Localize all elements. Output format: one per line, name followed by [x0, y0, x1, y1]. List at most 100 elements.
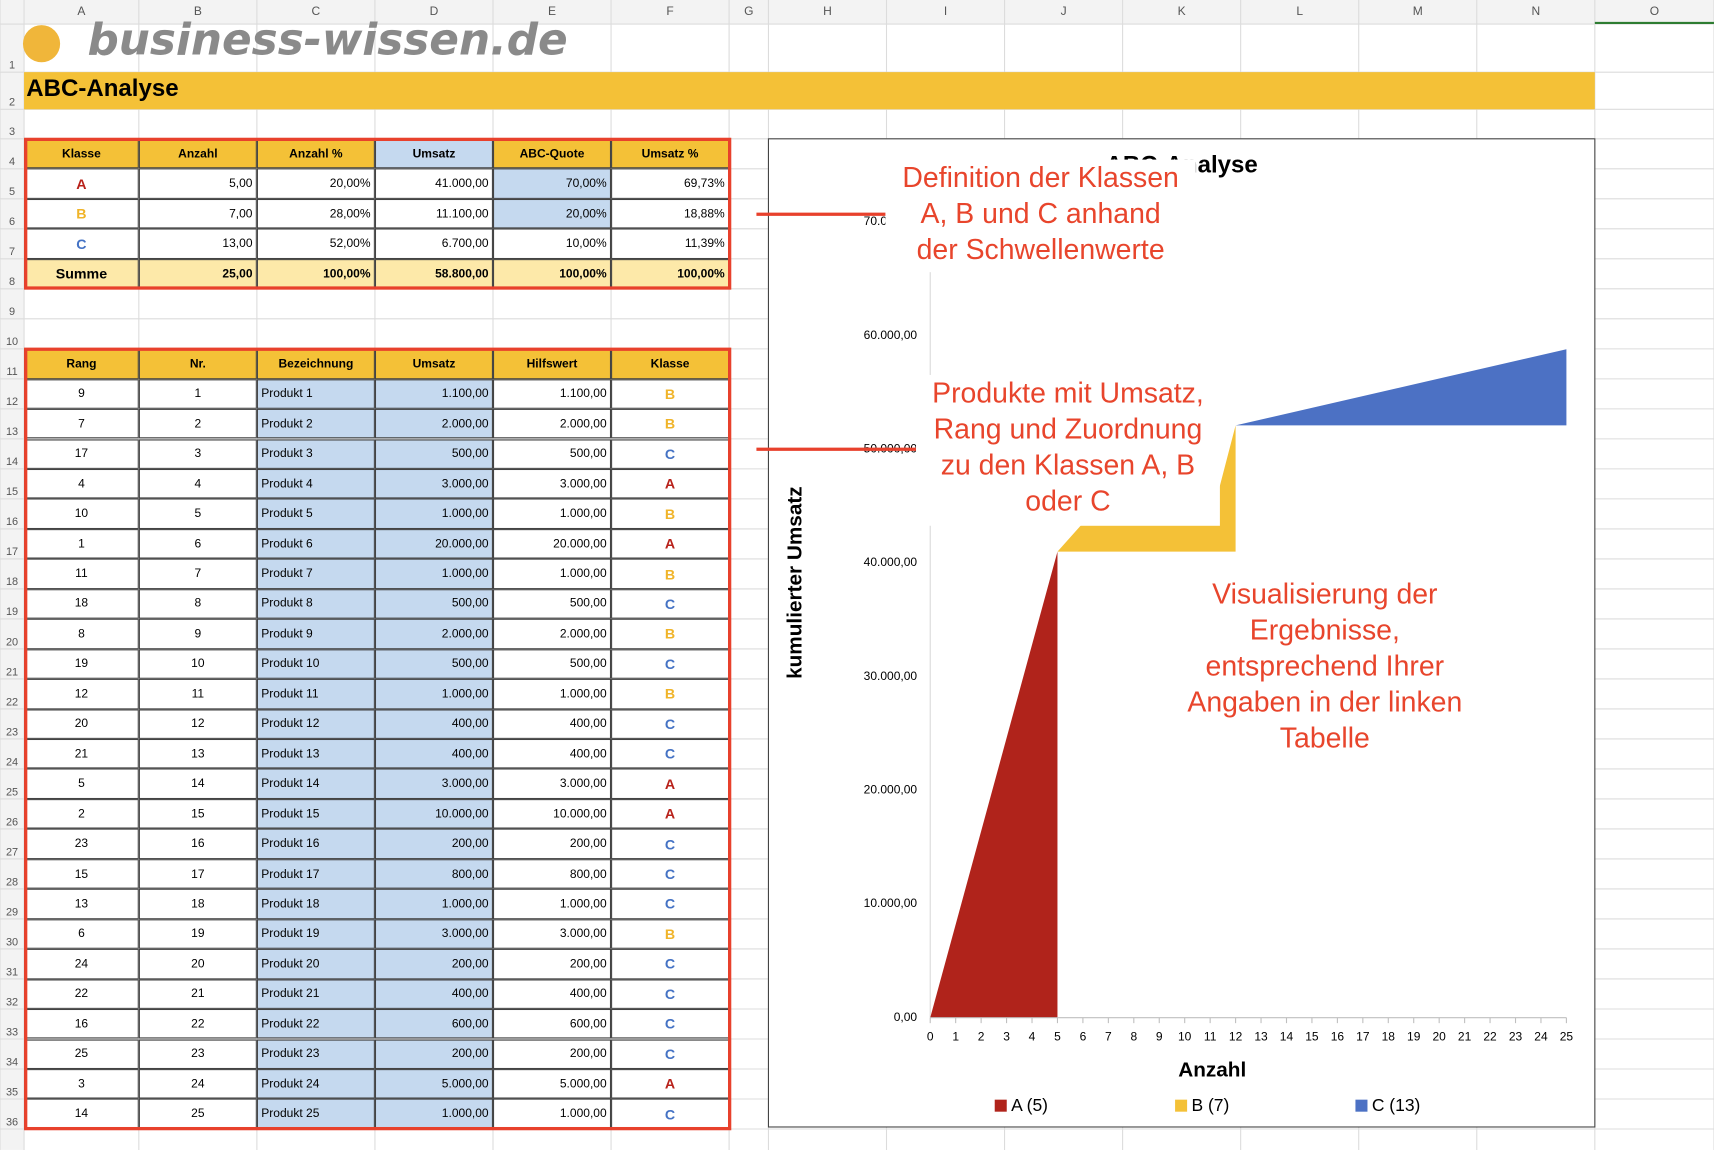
class-cell: B — [611, 498, 730, 529]
value-cell: 1 — [24, 528, 139, 559]
value-cell: 3.000,00 — [374, 468, 493, 499]
row-number: 4 — [9, 156, 15, 168]
value-cell: Produkt 5 — [256, 498, 375, 529]
x-tick-label: 19 — [1407, 1030, 1421, 1044]
row-number: 15 — [6, 486, 18, 498]
value-cell: 11 — [24, 558, 139, 589]
value-cell: 3.000,00 — [492, 768, 612, 799]
value-cell: 20 — [138, 948, 257, 979]
row-number: 8 — [9, 276, 15, 288]
value-cell: 1.000,00 — [492, 888, 612, 919]
x-tick-label: 8 — [1130, 1030, 1137, 1044]
x-tick-label: 7 — [1105, 1030, 1112, 1044]
value-cell: 20,00% — [256, 168, 375, 199]
value-cell: 500,00 — [492, 438, 612, 469]
class-cell: C — [24, 228, 139, 259]
value-cell: 3.000,00 — [374, 768, 493, 799]
value-cell: 11,39% — [611, 228, 730, 259]
row-header-bg — [0, 0, 25, 1150]
area — [1235, 349, 1567, 426]
value-cell: 13 — [138, 738, 257, 769]
value-cell: 58.800,00 — [374, 258, 493, 289]
value-cell: Produkt 14 — [256, 768, 375, 799]
value-cell: 10 — [24, 498, 139, 529]
value-cell: 400,00 — [374, 708, 493, 739]
table-frame — [24, 137, 732, 290]
value-cell: 21 — [24, 738, 139, 769]
class-cell: C — [611, 888, 730, 919]
column-letter: N — [1531, 4, 1540, 18]
value-cell: 70,00% — [492, 168, 612, 199]
logo: business-wissen.de — [87, 15, 568, 66]
x-tick-label: 23 — [1509, 1030, 1523, 1044]
table-header: ABC-Quote — [492, 138, 612, 169]
value-cell: 400,00 — [374, 978, 493, 1009]
x-tick-label: 17 — [1356, 1030, 1370, 1044]
value-cell: 12 — [24, 678, 139, 709]
value-cell: 21 — [138, 978, 257, 1009]
value-cell: Produkt 12 — [256, 708, 375, 739]
row-number: 31 — [6, 966, 18, 978]
value-cell: 20,00% — [492, 198, 612, 229]
value-cell: 400,00 — [374, 738, 493, 769]
class-cell: B — [611, 408, 730, 439]
x-tick-label: 5 — [1054, 1030, 1061, 1044]
legend-swatch — [994, 1099, 1007, 1112]
column-letter: E — [548, 4, 556, 18]
table-header: Anzahl — [138, 138, 257, 169]
row-number: 11 — [6, 366, 17, 378]
value-cell: 12 — [138, 708, 257, 739]
area — [930, 551, 1058, 1018]
row-number: 12 — [6, 396, 18, 408]
value-cell: 5 — [24, 768, 139, 799]
class-cell: C — [611, 828, 730, 859]
value-cell: 3.000,00 — [492, 468, 612, 499]
value-cell: 1.000,00 — [492, 678, 612, 709]
value-cell: 8 — [138, 588, 257, 619]
x-tick-label: 6 — [1080, 1030, 1087, 1044]
value-cell: 800,00 — [374, 858, 493, 889]
value-cell: Produkt 8 — [256, 588, 375, 619]
column-letter: I — [944, 4, 947, 18]
value-cell: 16 — [138, 828, 257, 859]
value-cell: 200,00 — [492, 828, 612, 859]
legend-swatch — [1355, 1099, 1368, 1112]
value-cell: 24 — [24, 948, 139, 979]
value-cell: 500,00 — [374, 438, 493, 469]
column-letter: D — [430, 4, 439, 18]
row-number: 9 — [9, 306, 15, 318]
class-cell: C — [611, 978, 730, 1009]
value-cell: 500,00 — [374, 648, 493, 679]
value-cell: Produkt 11 — [256, 678, 375, 709]
row-number: 35 — [6, 1086, 18, 1098]
y-tick-label: 60.000,00 — [864, 328, 918, 342]
column-letter: B — [194, 4, 202, 18]
class-cell: A — [611, 768, 730, 799]
x-tick-label: 14 — [1280, 1030, 1294, 1044]
x-tick-label: 25 — [1560, 1030, 1574, 1044]
legend-swatch — [1175, 1099, 1188, 1112]
value-cell: Produkt 1 — [256, 378, 375, 409]
value-cell: Produkt 15 — [256, 798, 375, 829]
value-cell: Produkt 13 — [256, 738, 375, 769]
value-cell: Produkt 2 — [256, 408, 375, 439]
value-cell: 1.000,00 — [492, 558, 612, 589]
row-number: 24 — [6, 756, 18, 768]
sheet-title: ABC-Analyse — [26, 74, 179, 102]
value-cell: 2.000,00 — [374, 618, 493, 649]
value-cell: 2.000,00 — [492, 618, 612, 649]
x-tick-label: 1 — [952, 1030, 959, 1044]
table-header: Bezeichnung — [256, 348, 375, 379]
value-cell: 3 — [24, 1068, 139, 1099]
x-tick-label: 9 — [1156, 1030, 1163, 1044]
row-number: 33 — [6, 1026, 18, 1038]
value-cell: 800,00 — [492, 858, 612, 889]
value-cell: Produkt 3 — [256, 438, 375, 469]
column-letter: C — [312, 4, 321, 18]
value-cell: 1.000,00 — [374, 558, 493, 589]
value-cell: 24 — [138, 1068, 257, 1099]
value-cell: 500,00 — [492, 648, 612, 679]
value-cell: 17 — [138, 858, 257, 889]
value-cell: 2 — [138, 408, 257, 439]
class-cell: A — [24, 168, 139, 199]
